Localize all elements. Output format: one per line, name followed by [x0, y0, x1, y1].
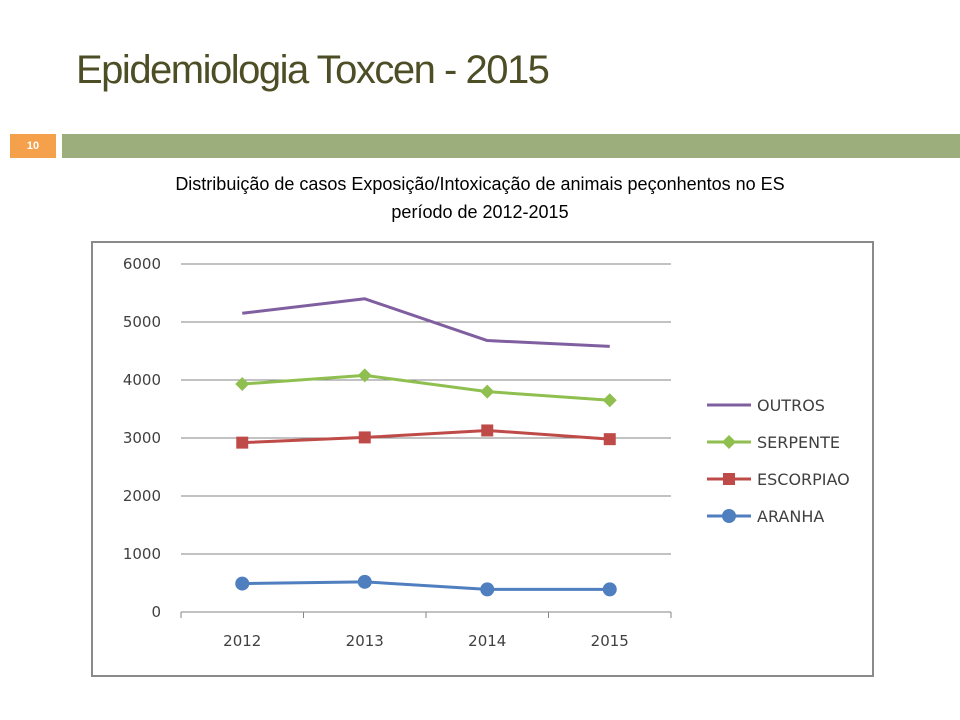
legend-label-aranha: ARANHA — [757, 507, 824, 526]
slide-title: Epidemiologia Toxcen - 2015 — [76, 48, 550, 92]
x-tick-label: 2012 — [223, 632, 261, 650]
x-tick-label: 2013 — [346, 632, 384, 650]
legend-label-outros: OUTROS — [757, 396, 825, 415]
series-line-aranha — [242, 580, 610, 591]
y-tick-label: 5000 — [123, 313, 161, 331]
data-point-aranha — [357, 574, 372, 589]
data-point-serpente — [602, 393, 617, 408]
line-chart: 0 1000 2000 3000 4000 5000 6000 2012 2013 2014 201… — [123, 255, 850, 650]
y-tick-label: 6000 — [123, 255, 161, 273]
y-tick-label: 1000 — [123, 545, 161, 563]
data-point-escorpiao — [481, 424, 494, 437]
title-bar — [62, 134, 960, 158]
data-point-serpente — [480, 384, 495, 399]
legend-marker-escorpiao — [723, 473, 735, 485]
y-tick-label: 0 — [151, 603, 161, 621]
series-line-escorpiao — [242, 428, 610, 445]
caption-line-1: Distribuição de casos Exposição/Intoxica… — [175, 174, 785, 194]
data-point-serpente — [235, 377, 250, 392]
data-point-escorpiao — [236, 436, 249, 449]
chart-frame: 0 1000 2000 3000 4000 5000 6000 2012 2013 2014 201… — [91, 241, 874, 677]
x-tick-label: 2015 — [591, 632, 629, 650]
data-point-serpente — [357, 368, 372, 383]
series-line-outros — [242, 297, 610, 348]
y-tick-label: 3000 — [123, 429, 161, 447]
data-point-aranha — [235, 576, 250, 591]
x-tick-label: 2014 — [468, 632, 506, 650]
series-line-serpente — [242, 373, 610, 402]
data-point-aranha — [480, 582, 495, 597]
legend-marker-serpente — [722, 435, 736, 449]
legend-label-serpente: SERPENTE — [757, 433, 840, 452]
y-tick-label: 2000 — [123, 487, 161, 505]
slide-number-badge: 10 — [10, 134, 56, 158]
legend-marker-aranha — [722, 509, 736, 523]
data-point-escorpiao — [358, 431, 371, 444]
y-tick-label: 4000 — [123, 371, 161, 389]
legend-label-escorpiao: ESCORPIAO — [757, 470, 850, 489]
data-point-aranha — [602, 582, 617, 597]
data-point-escorpiao — [603, 433, 616, 446]
caption-line-2: período de 2012-2015 — [391, 202, 569, 222]
chart-caption: Distribuição de casos Exposição/Intoxica… — [40, 170, 920, 226]
